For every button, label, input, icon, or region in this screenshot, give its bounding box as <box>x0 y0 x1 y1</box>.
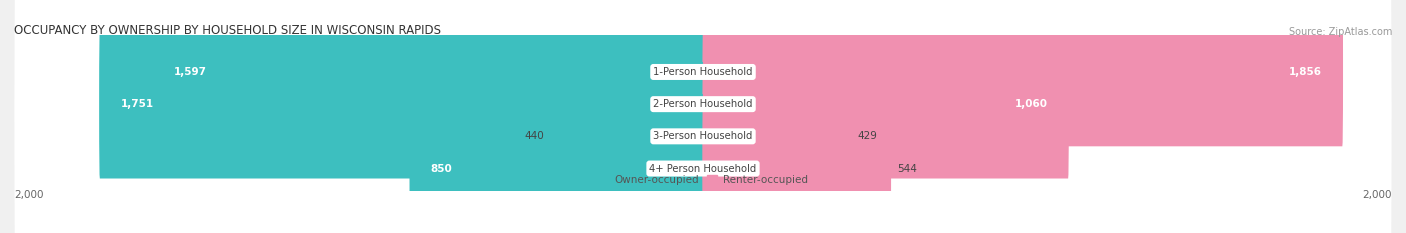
FancyBboxPatch shape <box>152 0 703 146</box>
Text: 1,597: 1,597 <box>173 67 207 77</box>
Text: 2-Person Household: 2-Person Household <box>654 99 752 109</box>
Text: 544: 544 <box>897 164 917 174</box>
FancyBboxPatch shape <box>14 0 1392 233</box>
FancyBboxPatch shape <box>409 94 703 233</box>
Text: OCCUPANCY BY OWNERSHIP BY HOUSEHOLD SIZE IN WISCONSIN RAPIDS: OCCUPANCY BY OWNERSHIP BY HOUSEHOLD SIZE… <box>14 24 441 37</box>
Text: 1,751: 1,751 <box>121 99 153 109</box>
FancyBboxPatch shape <box>100 30 703 178</box>
Text: 850: 850 <box>430 164 453 174</box>
FancyBboxPatch shape <box>703 0 1343 146</box>
FancyBboxPatch shape <box>703 30 1069 178</box>
Text: 429: 429 <box>858 131 877 141</box>
Text: 3-Person Household: 3-Person Household <box>654 131 752 141</box>
Text: 440: 440 <box>524 131 544 141</box>
Text: 2,000: 2,000 <box>14 190 44 200</box>
FancyBboxPatch shape <box>551 62 703 211</box>
Text: 1,060: 1,060 <box>1015 99 1047 109</box>
FancyBboxPatch shape <box>14 0 1392 233</box>
FancyBboxPatch shape <box>14 0 1392 233</box>
Legend: Owner-occupied, Renter-occupied: Owner-occupied, Renter-occupied <box>595 171 811 189</box>
Text: 1-Person Household: 1-Person Household <box>654 67 752 77</box>
Text: 1,856: 1,856 <box>1289 67 1322 77</box>
FancyBboxPatch shape <box>14 0 1392 233</box>
FancyBboxPatch shape <box>703 94 891 233</box>
Text: Source: ZipAtlas.com: Source: ZipAtlas.com <box>1288 27 1392 37</box>
FancyBboxPatch shape <box>703 62 852 211</box>
Text: 4+ Person Household: 4+ Person Household <box>650 164 756 174</box>
Text: 2,000: 2,000 <box>1362 190 1392 200</box>
